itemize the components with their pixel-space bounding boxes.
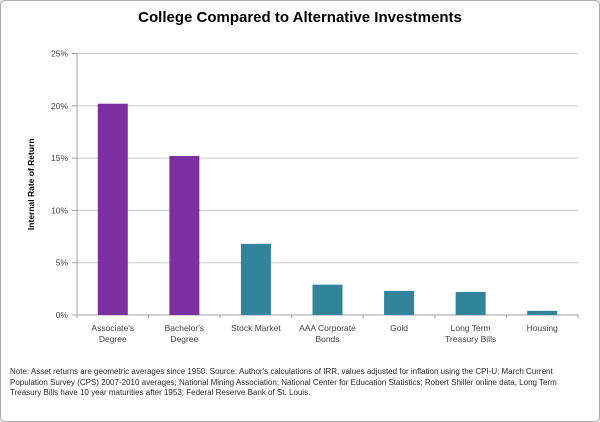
y-tick-label: 5%: [56, 258, 69, 268]
bar: [527, 310, 558, 315]
x-tick-label: Gold: [390, 323, 408, 333]
y-tick-label: 0%: [56, 310, 69, 320]
y-tick-label: 10%: [51, 205, 68, 215]
y-axis-title: Internal Rate of Return: [26, 138, 36, 230]
x-tick-label: AAA Corporate Bonds: [299, 323, 356, 344]
source-note: Note: Asset returns are geometric averag…: [10, 367, 557, 397]
y-tick-label: 15%: [51, 153, 68, 163]
x-tick-label: Associate's Degree: [91, 323, 134, 344]
chart-title: College Compared to Alternative Investme…: [138, 9, 462, 26]
x-tick-label: Bachelor's Degree: [165, 323, 204, 344]
y-tick-label: 20%: [51, 101, 68, 111]
x-tick-label: Housing: [527, 323, 558, 333]
bar: [312, 284, 343, 315]
y-tick-label: 25%: [51, 49, 68, 59]
bar: [240, 243, 271, 315]
bar: [384, 290, 415, 315]
bar: [169, 156, 200, 315]
x-tick-label: Stock Market: [231, 323, 281, 333]
bar: [455, 291, 486, 315]
x-tick-label: Long Term Treasury Bills: [445, 323, 496, 344]
bar: [97, 103, 128, 315]
